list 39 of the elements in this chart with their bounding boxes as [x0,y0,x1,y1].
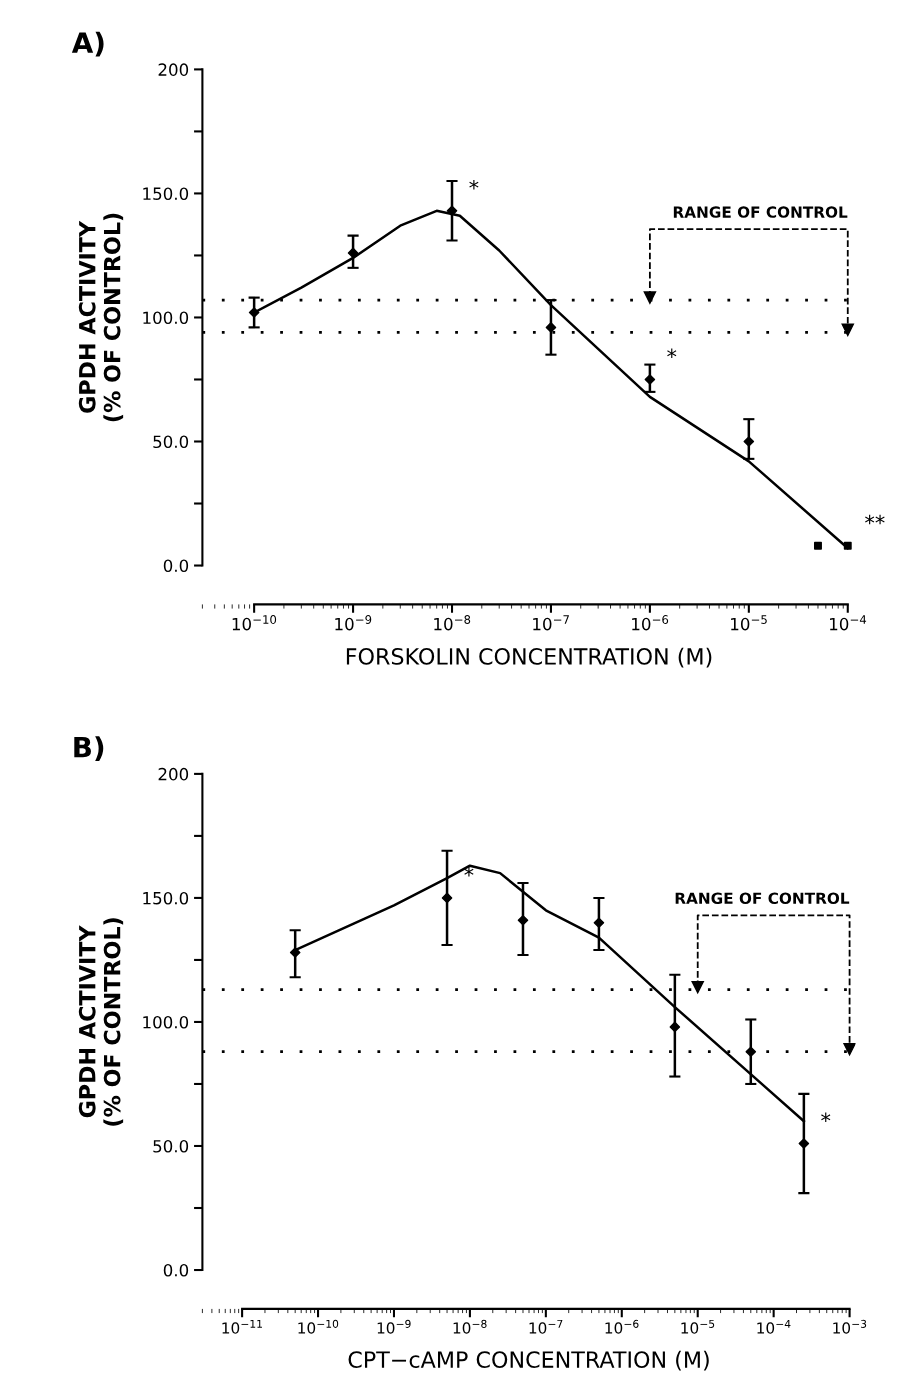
x-tick-label: 10$^{−7}$ [533,615,569,631]
annotation: * [469,179,479,190]
y-tick-label: 150.0 [143,891,189,905]
y-tick-label: 200 [158,767,189,781]
y-tick-label: 50.0 [153,1139,189,1153]
x-axis-title: CPT−cAMP CONCENTRATION (M) [348,1350,709,1371]
annotation: RANGE OF CONTROL [673,206,848,218]
y-axis-title: GPDH ACTIVITY (% OF CONTROL) [78,918,124,1126]
x-tick-label: 10$^{−5}$ [681,1319,715,1334]
x-tick-label: 10$^{−10}$ [232,615,277,631]
y-tick-label: 150.0 [143,187,189,200]
y-tick-label: 100.0 [143,1015,189,1029]
x-tick-label: 10$^{−8}$ [434,615,471,631]
y-tick-label: 100.0 [143,311,189,325]
chart-title: A) [71,31,104,57]
annotation: * [821,1112,831,1123]
chart-title: B) [74,736,104,761]
x-tick-label: 10$^{−3}$ [833,1319,867,1334]
x-tick-label: 10$^{−4}$ [757,1319,791,1334]
x-tick-label: 10$^{−4}$ [830,615,867,631]
annotation: ** [865,514,885,525]
y-tick-label: 200 [158,63,189,76]
x-tick-label: 10$^{−9}$ [377,1319,411,1334]
x-tick-label: 10$^{−10}$ [298,1319,339,1334]
y-tick-label: 50.0 [153,435,189,449]
y-tick-label: 0.0 [163,559,189,573]
annotation: RANGE OF CONTROL [675,892,850,904]
x-tick-label: 10$^{−6}$ [605,1319,639,1334]
x-tick-label: 10$^{−8}$ [453,1319,487,1334]
x-axis-title: FORSKOLIN CONCENTRATION (M) [346,647,712,668]
y-tick-label: 0.0 [163,1263,189,1277]
x-tick-label: 10$^{−7}$ [529,1319,563,1334]
x-tick-label: 10$^{−5}$ [731,615,767,631]
x-tick-label: 10$^{−6}$ [632,615,669,631]
annotation: * [667,348,677,359]
y-axis-title: GPDH ACTIVITY (% OF CONTROL) [78,213,124,422]
x-tick-label: 10$^{−11}$ [222,1319,262,1334]
x-tick-label: 10$^{−9}$ [335,615,372,631]
annotation: * [464,867,474,877]
